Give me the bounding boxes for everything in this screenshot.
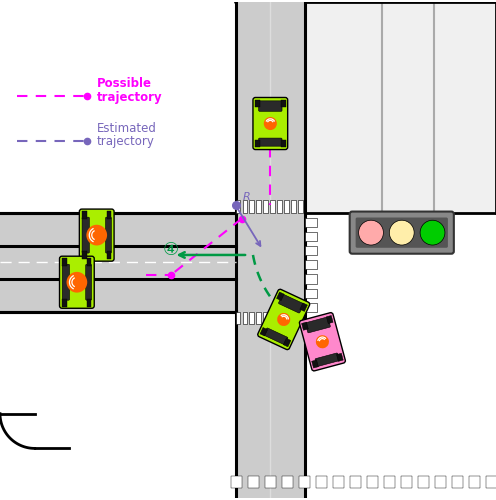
Bar bbox=[305, 2, 496, 213]
Bar bbox=[107, 252, 111, 260]
Bar bbox=[249, 200, 254, 213]
Bar bbox=[305, 288, 317, 298]
Bar bbox=[82, 252, 87, 260]
Bar bbox=[305, 274, 317, 283]
Bar bbox=[270, 312, 275, 324]
FancyBboxPatch shape bbox=[253, 98, 288, 150]
FancyBboxPatch shape bbox=[258, 101, 282, 112]
Bar bbox=[333, 476, 344, 488]
FancyBboxPatch shape bbox=[356, 218, 448, 248]
FancyBboxPatch shape bbox=[315, 353, 339, 366]
Bar bbox=[277, 292, 284, 300]
Bar bbox=[248, 476, 258, 488]
Bar bbox=[284, 200, 289, 213]
Text: ④: ④ bbox=[163, 241, 179, 259]
Bar bbox=[298, 312, 303, 324]
FancyBboxPatch shape bbox=[60, 256, 94, 308]
FancyBboxPatch shape bbox=[300, 312, 345, 371]
Bar bbox=[367, 476, 378, 488]
Bar bbox=[249, 312, 254, 324]
Bar bbox=[305, 232, 317, 241]
FancyBboxPatch shape bbox=[82, 217, 89, 253]
Circle shape bbox=[264, 117, 277, 130]
FancyBboxPatch shape bbox=[258, 138, 282, 146]
Bar bbox=[236, 200, 240, 213]
Bar bbox=[282, 476, 293, 488]
Bar bbox=[256, 312, 261, 324]
Bar bbox=[236, 213, 305, 312]
Bar bbox=[300, 303, 308, 312]
Circle shape bbox=[316, 335, 329, 348]
Bar bbox=[384, 476, 395, 488]
Bar bbox=[236, 2, 305, 498]
Bar bbox=[326, 316, 333, 324]
FancyBboxPatch shape bbox=[264, 328, 288, 344]
Circle shape bbox=[389, 220, 414, 245]
Circle shape bbox=[277, 313, 290, 326]
Bar bbox=[277, 200, 282, 213]
Circle shape bbox=[66, 272, 87, 292]
Text: trajectory: trajectory bbox=[97, 136, 155, 148]
Bar bbox=[263, 312, 268, 324]
Bar bbox=[487, 476, 496, 488]
Bar bbox=[311, 360, 318, 368]
Bar bbox=[283, 338, 291, 347]
Bar bbox=[281, 100, 286, 107]
Bar bbox=[255, 140, 260, 146]
Bar bbox=[62, 258, 67, 266]
Bar bbox=[336, 354, 343, 362]
FancyBboxPatch shape bbox=[350, 212, 454, 254]
FancyBboxPatch shape bbox=[279, 294, 304, 313]
Text: Estimated: Estimated bbox=[97, 122, 157, 135]
Circle shape bbox=[420, 220, 445, 245]
Bar bbox=[256, 200, 261, 213]
Bar bbox=[291, 200, 296, 213]
Bar bbox=[82, 211, 87, 219]
Bar bbox=[243, 312, 247, 324]
Bar bbox=[263, 200, 268, 213]
Bar bbox=[236, 312, 240, 324]
Bar bbox=[299, 476, 310, 488]
Bar bbox=[0, 213, 236, 312]
Text: R: R bbox=[243, 192, 251, 202]
Bar bbox=[469, 476, 480, 488]
Circle shape bbox=[86, 225, 107, 246]
Bar bbox=[452, 476, 463, 488]
Bar bbox=[305, 218, 317, 227]
Bar bbox=[305, 303, 317, 312]
Bar bbox=[284, 312, 289, 324]
Bar bbox=[298, 200, 303, 213]
Bar bbox=[231, 476, 242, 488]
Bar bbox=[260, 328, 267, 336]
Bar bbox=[291, 312, 296, 324]
FancyBboxPatch shape bbox=[258, 289, 310, 350]
Bar bbox=[305, 246, 317, 256]
Bar bbox=[107, 211, 111, 219]
Bar bbox=[401, 476, 412, 488]
Bar bbox=[87, 298, 91, 306]
FancyBboxPatch shape bbox=[86, 264, 92, 300]
Bar bbox=[255, 100, 260, 107]
FancyBboxPatch shape bbox=[79, 209, 114, 261]
Bar bbox=[350, 476, 361, 488]
Bar bbox=[270, 200, 275, 213]
Bar bbox=[418, 476, 429, 488]
Bar bbox=[87, 258, 91, 266]
FancyBboxPatch shape bbox=[62, 264, 69, 300]
Bar bbox=[305, 260, 317, 270]
Text: trajectory: trajectory bbox=[97, 90, 162, 104]
Bar bbox=[302, 322, 309, 330]
Text: Possible: Possible bbox=[97, 78, 152, 90]
FancyBboxPatch shape bbox=[106, 217, 112, 253]
FancyBboxPatch shape bbox=[306, 317, 330, 333]
Circle shape bbox=[359, 220, 383, 245]
Bar bbox=[277, 312, 282, 324]
Bar bbox=[435, 476, 446, 488]
Bar bbox=[265, 476, 276, 488]
Bar bbox=[62, 298, 67, 306]
Bar bbox=[243, 200, 247, 213]
Bar bbox=[316, 476, 327, 488]
Bar bbox=[281, 140, 286, 146]
